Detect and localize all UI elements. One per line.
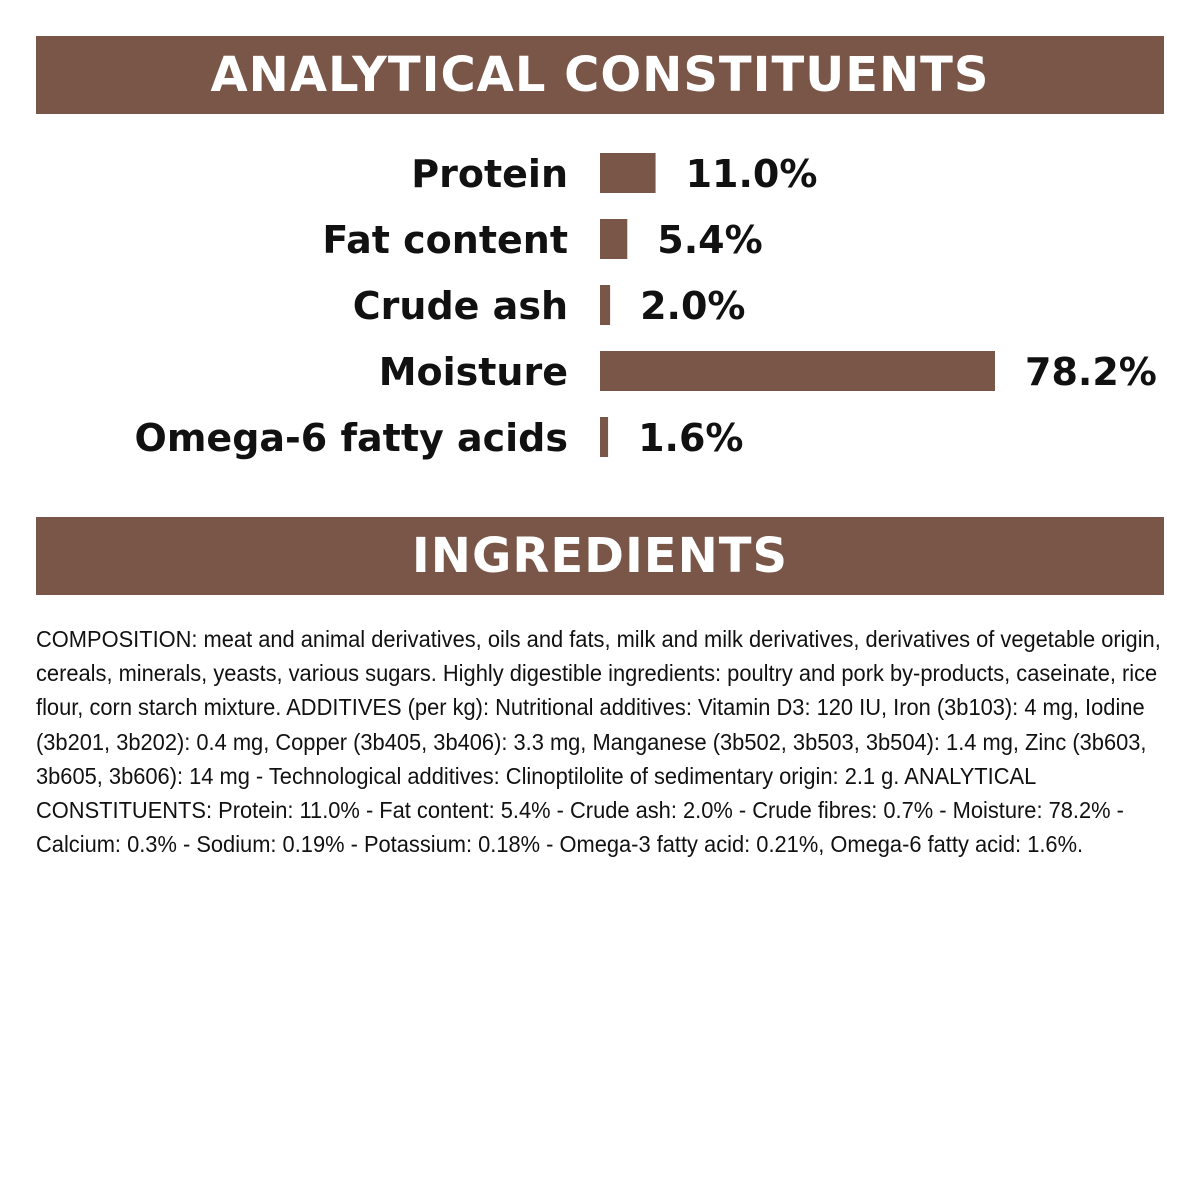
constituent-bar [600, 351, 995, 391]
constituent-value-label: 5.4% [657, 218, 762, 262]
constituent-value-label: 2.0% [640, 284, 745, 328]
constituent-label: Moisture [379, 350, 568, 394]
constituents-bar-chart: Protein 11.0% Fat content 5.4% Crude ash 2.0%… [135, 152, 1157, 460]
constituent-label: Crude ash [353, 284, 568, 328]
constituent-bar [600, 417, 609, 457]
constituent-bar [600, 285, 611, 325]
constituent-label: Protein [411, 152, 568, 196]
constituent-bar [600, 153, 656, 193]
ingredients-banner: INGREDIENTS [36, 517, 1164, 595]
constituent-value-label: 1.6% [638, 416, 743, 460]
constituent-bar [600, 219, 628, 259]
constituent-value-label: 78.2% [1025, 350, 1157, 394]
ingredients-composition-text: COMPOSITION: meat and animal derivatives… [36, 626, 1161, 858]
analytical-constituents-banner: ANALYTICAL CONSTITUENTS [36, 36, 1164, 114]
constituent-value-label: 11.0% [686, 152, 818, 196]
constituent-label: Fat content [322, 218, 568, 262]
constituent-label: Omega-6 fatty acids [135, 416, 568, 460]
